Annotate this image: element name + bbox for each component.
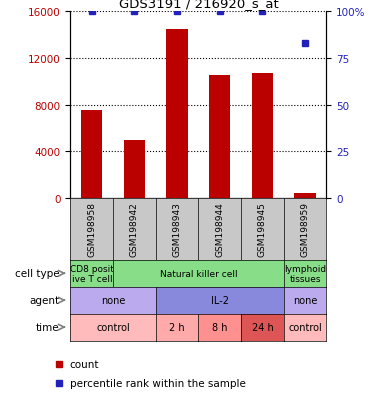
Text: GSM198943: GSM198943	[173, 202, 182, 256]
Bar	[209, 76, 230, 198]
Title: GDS3191 / 216920_s_at: GDS3191 / 216920_s_at	[119, 0, 278, 10]
Bar	[167, 30, 188, 198]
Text: Natural killer cell: Natural killer cell	[160, 269, 237, 278]
Bar	[252, 74, 273, 198]
Text: none: none	[293, 295, 317, 306]
Text: control: control	[96, 322, 130, 332]
Text: CD8 posit
ive T cell: CD8 posit ive T cell	[70, 264, 114, 283]
Text: lymphoid
tissues: lymphoid tissues	[284, 264, 326, 283]
Bar	[124, 140, 145, 198]
Text: GSM198959: GSM198959	[301, 202, 310, 256]
Bar	[295, 194, 316, 198]
Text: IL-2: IL-2	[211, 295, 229, 306]
Text: 24 h: 24 h	[252, 322, 273, 332]
Text: time: time	[36, 322, 59, 332]
Bar	[81, 111, 102, 198]
Text: agent: agent	[29, 295, 59, 306]
Text: 8 h: 8 h	[212, 322, 227, 332]
Text: GSM198958: GSM198958	[87, 202, 96, 256]
Text: percentile rank within the sample: percentile rank within the sample	[70, 378, 246, 388]
Text: count: count	[70, 359, 99, 369]
Text: GSM198945: GSM198945	[258, 202, 267, 256]
Text: GSM198942: GSM198942	[130, 202, 139, 256]
Text: 2 h: 2 h	[169, 322, 185, 332]
Text: cell type: cell type	[15, 268, 59, 279]
Text: GSM198944: GSM198944	[215, 202, 224, 256]
Text: control: control	[288, 322, 322, 332]
Text: none: none	[101, 295, 125, 306]
